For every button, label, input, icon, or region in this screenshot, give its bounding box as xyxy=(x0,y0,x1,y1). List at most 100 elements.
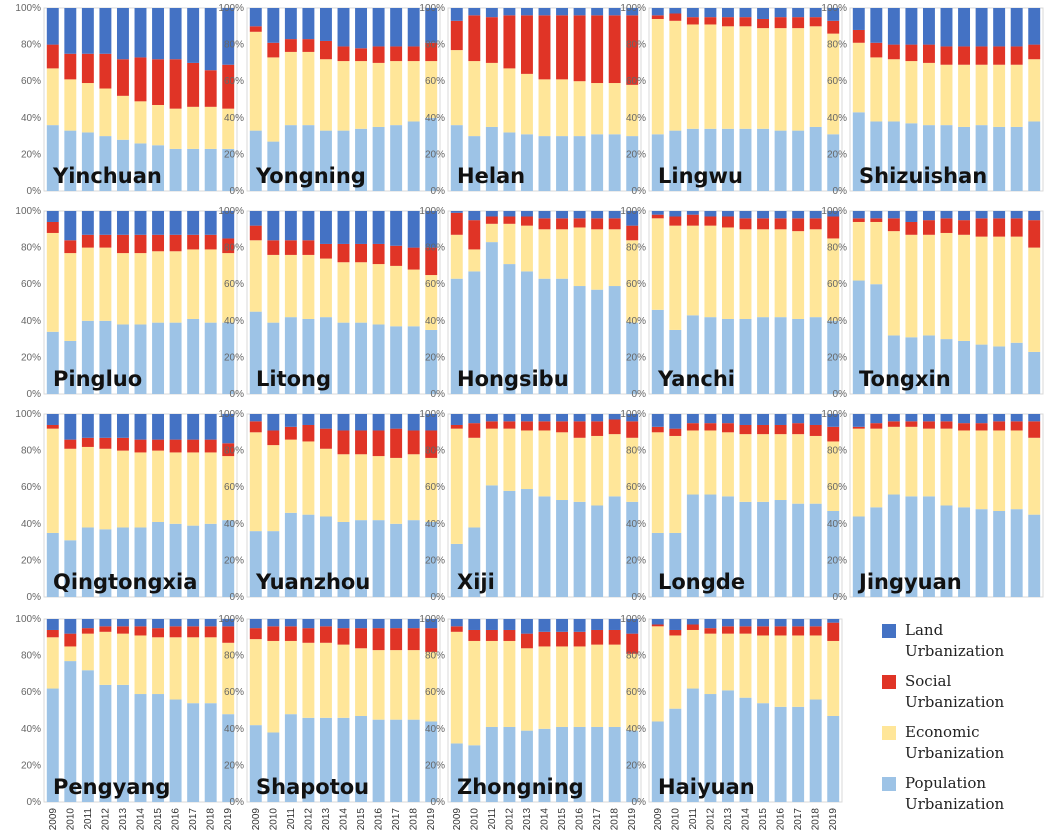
bar-land xyxy=(249,414,262,422)
bar-economic xyxy=(626,240,639,323)
panel-yinchuan: 0% 20% 40% 60% 80% 100% Yinchuan xyxy=(15,3,238,197)
bar-land xyxy=(169,414,182,440)
bar-social xyxy=(739,17,752,27)
bar-land xyxy=(390,414,403,429)
bar-population xyxy=(721,496,734,597)
panel-shizuishan: 0% 20% 40% 60% 80% 100% Shizuishan xyxy=(821,3,1044,197)
bar-population xyxy=(809,699,822,802)
bar-economic xyxy=(249,639,262,726)
bar-economic xyxy=(503,428,516,491)
bar-land xyxy=(774,8,787,18)
bar-social xyxy=(355,628,368,649)
panel-title: Yuanzhou xyxy=(255,570,370,594)
bar-land xyxy=(372,8,385,47)
bar-population xyxy=(870,284,883,394)
bar-land xyxy=(355,414,368,431)
bar-population xyxy=(940,505,953,597)
x-tick-label: 2012 xyxy=(504,808,515,831)
y-tick-label: 40% xyxy=(21,519,41,530)
bar-land xyxy=(267,619,280,627)
bar-population xyxy=(81,132,94,191)
y-tick-label: 100% xyxy=(419,3,445,14)
bar-social xyxy=(503,421,516,429)
bar-land xyxy=(337,8,350,47)
bar-land xyxy=(520,414,533,422)
bar-economic xyxy=(739,26,752,129)
bar-economic xyxy=(485,62,498,127)
bar-land xyxy=(337,619,350,629)
bar-social xyxy=(249,628,262,640)
bar-land xyxy=(134,8,147,58)
bar-social xyxy=(626,225,639,241)
bar-land xyxy=(390,211,403,246)
bar-land xyxy=(468,8,481,16)
bar-population xyxy=(485,485,498,597)
bar-land xyxy=(222,8,235,65)
bar-land xyxy=(372,211,385,244)
bar-land xyxy=(721,414,734,424)
bar-economic xyxy=(81,83,94,133)
panel-lingwu: 0% 20% 40% 60% 80% 100% Lingwu xyxy=(620,3,843,197)
bar-population xyxy=(468,527,481,597)
y-tick-label: 100% xyxy=(620,206,646,217)
bar-social xyxy=(99,53,112,89)
bar-land xyxy=(407,211,420,248)
bar-economic xyxy=(355,454,368,521)
bar-social xyxy=(905,44,918,62)
bar-land xyxy=(337,211,350,244)
bar-economic xyxy=(485,223,498,243)
bar-social xyxy=(267,626,280,641)
y-tick-label: 0% xyxy=(27,186,42,197)
bar-economic xyxy=(468,640,481,746)
bar-population xyxy=(64,130,77,191)
bar-land xyxy=(958,414,971,424)
bar-population xyxy=(99,136,112,191)
bar-land xyxy=(887,414,900,422)
bar-economic xyxy=(284,51,297,126)
bar-economic xyxy=(887,426,900,495)
bar-population xyxy=(390,125,403,191)
y-tick-label: 40% xyxy=(626,316,646,327)
y-tick-label: 80% xyxy=(425,651,445,662)
bar-population xyxy=(721,318,734,394)
bar-economic xyxy=(116,253,129,325)
bar-social xyxy=(520,633,533,649)
y-tick-label: 20% xyxy=(224,760,244,771)
bar-economic xyxy=(556,229,569,279)
bar-economic xyxy=(774,434,787,501)
bar-land xyxy=(870,414,883,424)
bar-social xyxy=(152,439,165,451)
bar-economic xyxy=(774,229,787,318)
bar-economic xyxy=(337,61,350,131)
bar-land xyxy=(940,8,953,47)
bar-land xyxy=(134,619,147,627)
y-tick-label: 100% xyxy=(218,206,244,217)
bar-social xyxy=(450,424,463,429)
bar-land xyxy=(573,8,586,16)
bar-social xyxy=(407,247,420,270)
bar-population xyxy=(249,725,262,802)
bar-economic xyxy=(626,84,639,137)
y-tick-label: 40% xyxy=(827,519,847,530)
bar-population xyxy=(64,661,77,802)
bar-social xyxy=(852,218,865,222)
bar-economic xyxy=(774,28,787,131)
bar-land xyxy=(355,8,368,49)
y-tick-label: 40% xyxy=(21,113,41,124)
bar-land xyxy=(64,414,77,440)
y-tick-label: 60% xyxy=(224,279,244,290)
y-tick-label: 40% xyxy=(425,113,445,124)
bar-economic xyxy=(1028,437,1041,515)
y-tick-label: 100% xyxy=(218,3,244,14)
bar-social xyxy=(721,626,734,634)
bar-economic xyxy=(608,434,621,497)
y-tick-label: 0% xyxy=(632,592,647,603)
bar-population xyxy=(407,719,420,802)
bar-economic xyxy=(99,247,112,321)
bar-land xyxy=(450,8,463,21)
bar-economic xyxy=(573,646,586,727)
bar-land xyxy=(591,619,604,630)
bar-land xyxy=(134,414,147,440)
bar-economic xyxy=(591,83,604,135)
bar-economic xyxy=(651,432,664,533)
